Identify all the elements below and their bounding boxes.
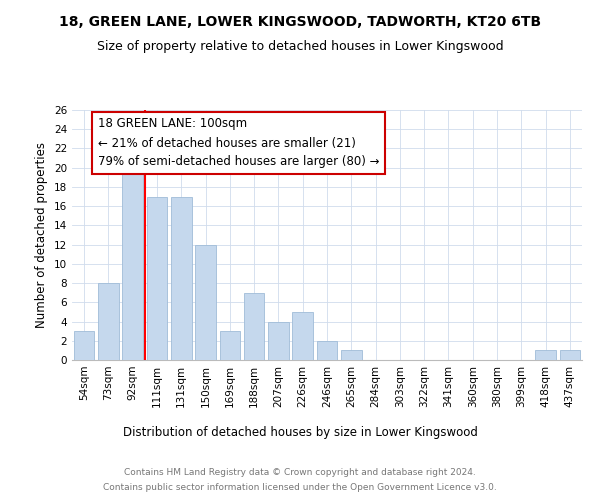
Bar — [74, 331, 94, 360]
Bar — [171, 196, 191, 360]
Bar — [341, 350, 362, 360]
Bar — [560, 350, 580, 360]
Text: Size of property relative to detached houses in Lower Kingswood: Size of property relative to detached ho… — [97, 40, 503, 53]
Bar — [244, 292, 265, 360]
Bar — [122, 148, 143, 360]
Bar — [268, 322, 289, 360]
Text: Contains public sector information licensed under the Open Government Licence v3: Contains public sector information licen… — [103, 483, 497, 492]
Bar — [195, 244, 216, 360]
Bar — [535, 350, 556, 360]
Text: 18, GREEN LANE, LOWER KINGSWOOD, TADWORTH, KT20 6TB: 18, GREEN LANE, LOWER KINGSWOOD, TADWORT… — [59, 15, 541, 29]
Bar — [98, 283, 119, 360]
Bar — [317, 341, 337, 360]
Text: 18 GREEN LANE: 100sqm
← 21% of detached houses are smaller (21)
79% of semi-deta: 18 GREEN LANE: 100sqm ← 21% of detached … — [97, 118, 379, 168]
Text: Distribution of detached houses by size in Lower Kingswood: Distribution of detached houses by size … — [122, 426, 478, 439]
Y-axis label: Number of detached properties: Number of detached properties — [35, 142, 49, 328]
Bar — [220, 331, 240, 360]
Bar — [292, 312, 313, 360]
Bar — [146, 196, 167, 360]
Text: Contains HM Land Registry data © Crown copyright and database right 2024.: Contains HM Land Registry data © Crown c… — [124, 468, 476, 477]
